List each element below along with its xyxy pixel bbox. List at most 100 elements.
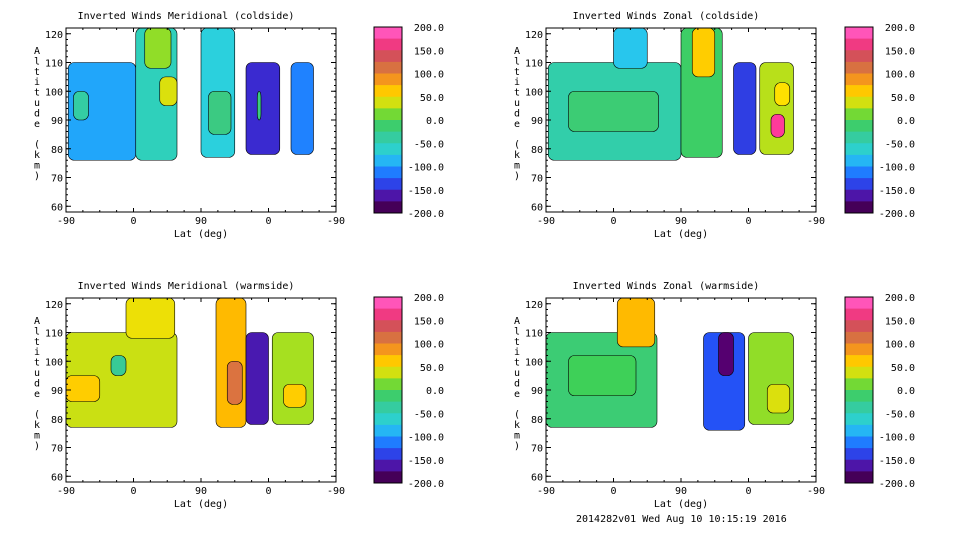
y-tick-label: 70	[531, 444, 543, 455]
colorbar-swatch	[374, 459, 402, 472]
colorbar-tick-label: 200.0	[885, 293, 915, 304]
contour-region	[568, 90, 659, 132]
colorbar-tick-label: -100.0	[879, 433, 915, 444]
colorbar-tick-label: 200.0	[414, 23, 444, 34]
contour-region	[733, 62, 757, 155]
x-axis-label: Lat (deg)	[174, 499, 228, 510]
y-tick-label: 120	[45, 300, 63, 311]
y-tick-label: 100	[45, 87, 63, 98]
colorbar-swatch	[374, 108, 402, 121]
x-tick-label: 90	[195, 216, 207, 227]
colorbar-swatch	[845, 154, 873, 167]
colorbar-swatch	[374, 308, 402, 321]
colorbar-tick-label: -50.0	[414, 409, 444, 420]
chart-panel-3: Inverted Winds Meridional (warmside) -90 0…	[34, 281, 444, 510]
chart-title: Inverted Winds Meridional (coldside)	[78, 11, 295, 22]
colorbar-swatch	[845, 448, 873, 461]
colorbar-swatch	[374, 50, 402, 63]
y-tick-label: 100	[45, 357, 63, 368]
colorbar-swatch	[374, 297, 402, 310]
y-tick-label: 80	[531, 145, 543, 156]
x-tick-label: -90	[807, 216, 825, 227]
y-tick-label: 120	[45, 30, 63, 41]
colorbar-swatch	[374, 424, 402, 437]
colorbar-swatch	[845, 85, 873, 98]
colorbar-tick-label: -150.0	[879, 456, 915, 467]
colorbar-tick-label: 150.0	[885, 46, 915, 57]
colorbar-swatch	[845, 143, 873, 156]
colorbar-swatch	[374, 343, 402, 356]
x-tick-label: -90	[807, 486, 825, 497]
colorbar-frame	[373, 296, 403, 484]
y-tick-label: 60	[51, 472, 63, 483]
contour-region	[159, 76, 178, 106]
colorbar-tick-label: 200.0	[414, 293, 444, 304]
colorbar-swatch	[845, 96, 873, 109]
y-tick-label: 70	[531, 174, 543, 185]
colorbar-swatch	[845, 331, 873, 344]
colorbar-tick-label: 50.0	[420, 93, 444, 104]
colorbar-tick-label: -100.0	[879, 163, 915, 174]
contour-region	[208, 90, 232, 135]
x-tick-label: -90	[57, 216, 75, 227]
contour-region	[774, 82, 791, 106]
colorbar-swatch	[845, 38, 873, 51]
colorbar-tick-label: -50.0	[885, 409, 915, 420]
colorbar-tick-label: -200.0	[408, 209, 444, 220]
colorbar-tick-label: -200.0	[879, 479, 915, 490]
colorbar-swatch	[845, 390, 873, 403]
contour-region	[73, 90, 89, 121]
contour-region	[226, 360, 243, 405]
contour-region	[65, 375, 101, 402]
colorbar-tick-label: 150.0	[414, 316, 444, 327]
colorbar-tick-label: -50.0	[414, 139, 444, 150]
colorbar-swatch	[374, 154, 402, 167]
colorbar-tick-label: 50.0	[891, 363, 915, 374]
colorbar-swatch	[845, 297, 873, 310]
colorbar-swatch	[845, 61, 873, 74]
colorbar-tick-label: 50.0	[891, 93, 915, 104]
colorbar-frame	[844, 26, 874, 214]
colorbar-swatch	[374, 61, 402, 74]
contour-region	[283, 383, 307, 408]
chart-title: Inverted Winds Meridional (warmside)	[78, 281, 295, 292]
colorbar-swatch	[374, 38, 402, 51]
colorbar-swatch	[845, 201, 873, 214]
colorbar-swatch	[374, 320, 402, 333]
colorbar-swatch	[374, 166, 402, 179]
colorbar-swatch	[374, 189, 402, 202]
x-tick-label: 0	[265, 486, 271, 497]
colorbar-swatch	[845, 343, 873, 356]
colorbar-tick-label: -200.0	[879, 209, 915, 220]
colorbar-swatch	[845, 436, 873, 449]
x-axis-label: Lat (deg)	[654, 229, 708, 240]
colorbar-swatch	[374, 27, 402, 40]
colorbar-swatch	[845, 50, 873, 63]
chart-title: Inverted Winds Zonal (coldside)	[573, 11, 760, 22]
colorbar-swatch	[845, 108, 873, 121]
contour-region	[691, 27, 716, 78]
x-tick-label: 90	[675, 486, 687, 497]
colorbar-swatch	[845, 120, 873, 133]
contour-region	[718, 332, 734, 376]
y-tick-label: 60	[531, 472, 543, 483]
y-tick-label: 110	[525, 59, 543, 70]
colorbar-swatch	[374, 178, 402, 191]
colorbar-swatch	[845, 27, 873, 40]
y-tick-label: 70	[51, 174, 63, 185]
colorbar-swatch	[845, 471, 873, 484]
x-tick-label: 90	[195, 486, 207, 497]
colorbar-tick-label: -100.0	[408, 433, 444, 444]
x-tick-label: -90	[327, 216, 345, 227]
colorbar-swatch	[374, 120, 402, 133]
colorbar-tick-label: 100.0	[885, 340, 915, 351]
contour-region	[568, 355, 637, 397]
x-tick-label: 0	[610, 486, 616, 497]
chart-panel-1: Inverted Winds Meridional (coldside) -90 0…	[34, 11, 444, 240]
colorbar-swatch	[374, 355, 402, 368]
x-tick-label: -90	[537, 216, 555, 227]
